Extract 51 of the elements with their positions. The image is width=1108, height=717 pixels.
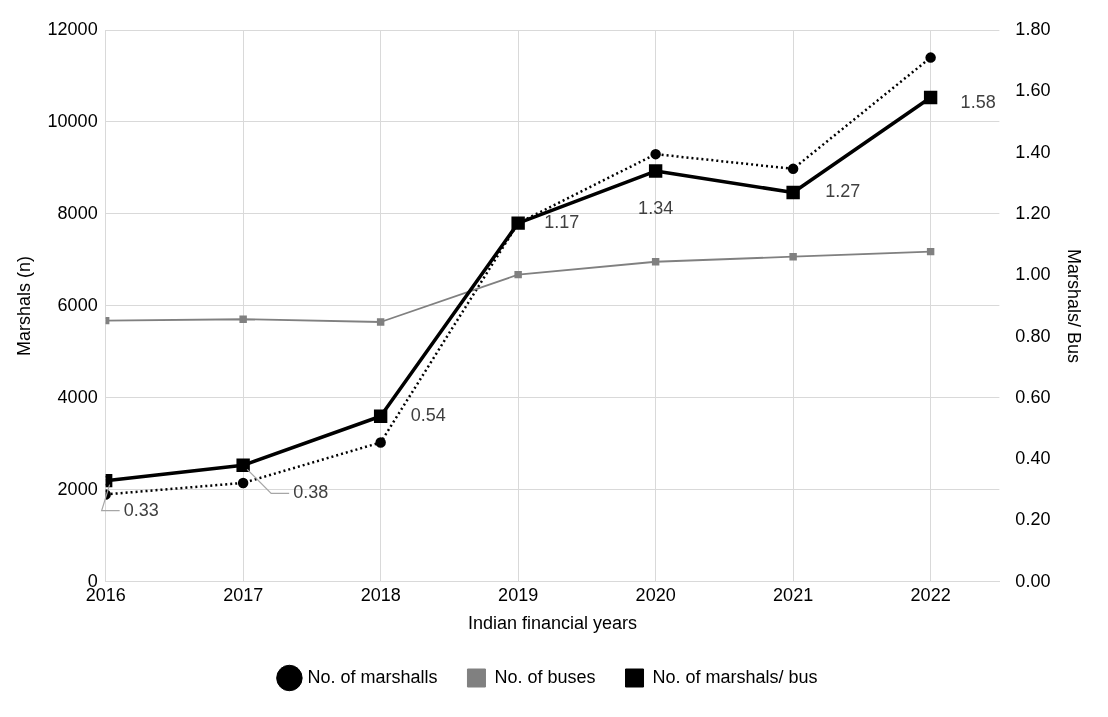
legend-label: No. of marshals/ bus	[652, 666, 818, 687]
y2-tick-label: 0.00	[1015, 570, 1051, 591]
y2-tick-label: 1.80	[1015, 18, 1051, 39]
x-tick-label: 2020	[635, 584, 676, 605]
y2-tick-label: 1.40	[1015, 141, 1051, 162]
point	[786, 185, 800, 200]
y-tick-label: 4000	[57, 386, 98, 407]
y-tick-label: 6000	[57, 294, 98, 315]
y2-tick-label: 0.40	[1015, 448, 1051, 469]
y2-tick-label: 1.60	[1015, 80, 1051, 101]
y2-axis-title: Marshals/ Bus	[1064, 248, 1085, 363]
point	[514, 270, 522, 279]
x-tick-label: 2019	[498, 584, 539, 605]
point	[373, 409, 388, 423]
data-label: 1.58	[960, 92, 996, 113]
point	[923, 90, 938, 105]
data-label: 1.34	[638, 197, 674, 218]
point	[376, 318, 385, 326]
point	[237, 477, 249, 489]
point	[239, 315, 247, 323]
data-label: 0.33	[123, 499, 159, 520]
point	[650, 148, 661, 160]
point	[648, 164, 663, 178]
y-tick-label: 8000	[57, 202, 98, 223]
y-tick-label: 10000	[47, 110, 98, 131]
point	[926, 247, 935, 256]
x-tick-label: 2018	[360, 584, 401, 605]
legend-label: No. of marshalls	[307, 666, 438, 687]
point	[787, 163, 799, 175]
y2-tick-label: 0.80	[1015, 325, 1051, 346]
point	[789, 252, 797, 261]
data-label: 1.17	[544, 212, 580, 233]
point	[375, 437, 386, 448]
x-tick-label: 2022	[910, 584, 951, 605]
point	[925, 52, 936, 63]
y-tick-label: 2000	[57, 478, 98, 499]
x-tick-label: 2021	[773, 584, 814, 605]
point	[651, 258, 660, 266]
y-tick-label: 12000	[47, 18, 98, 39]
y2-tick-label: 1.20	[1015, 202, 1051, 223]
y2-tick-label: 1.00	[1015, 264, 1051, 285]
x-tick-label: 2017	[223, 584, 264, 605]
point	[236, 458, 250, 473]
data-label: 1.27	[825, 181, 861, 202]
data-label: 0.54	[410, 405, 446, 426]
legend-label: No. of buses	[494, 666, 596, 687]
data-label: 0.38	[293, 482, 329, 503]
y2-tick-label: 0.60	[1015, 386, 1051, 407]
y-axis-title: Marshals (n)	[13, 255, 34, 356]
y2-tick-label: 0.20	[1015, 509, 1051, 530]
x-axis-title: Indian financial years	[467, 613, 638, 634]
